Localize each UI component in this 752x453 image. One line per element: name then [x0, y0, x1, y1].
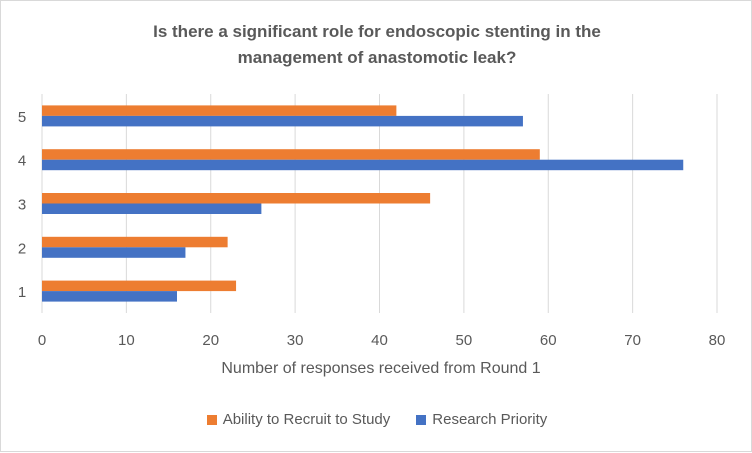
y-tick-label-3: 3	[18, 197, 26, 214]
bar-recruit-4	[42, 149, 540, 160]
legend-swatch-recruit	[206, 414, 217, 425]
x-tick-label-20: 20	[202, 332, 219, 349]
chart-title-line-2: management of anastomotic leak?	[237, 48, 517, 67]
legend-swatch-priority	[416, 414, 427, 425]
chart-title: Is there a significant role for endoscop…	[1, 19, 752, 71]
y-tick-label-1: 1	[18, 284, 26, 301]
x-tick-label-10: 10	[118, 332, 135, 349]
legend-item-recruit: Ability to Recruit to Study	[206, 411, 391, 428]
bar-priority-3	[42, 203, 262, 214]
x-tick-label-70: 70	[624, 332, 641, 349]
x-tick-label-40: 40	[371, 332, 388, 349]
y-tick-label-5: 5	[18, 109, 26, 126]
x-tick-label-0: 0	[38, 332, 46, 349]
legend: Ability to Recruit to Study Research Pri…	[1, 411, 752, 428]
chart-title-line-1: Is there a significant role for endoscop…	[153, 22, 601, 41]
x-tick-label-30: 30	[287, 332, 304, 349]
bar-priority-5	[42, 115, 523, 127]
bar-priority-4	[42, 159, 684, 171]
bar-recruit-1	[42, 280, 237, 292]
x-tick-label-50: 50	[456, 332, 473, 349]
x-axis-label: Number of responses received from Round …	[221, 360, 540, 377]
bar-priority-1	[42, 291, 177, 302]
y-tick-label-4: 4	[18, 153, 26, 170]
legend-label-recruit: Ability to Recruit to Study	[222, 411, 391, 428]
bar-priority-2	[42, 247, 186, 258]
bar-recruit-5	[42, 105, 397, 116]
bar-recruit-2	[42, 236, 228, 248]
x-tick-label-60: 60	[540, 332, 557, 349]
y-tick-label-2: 2	[18, 240, 26, 257]
x-tick-label-80: 80	[709, 332, 726, 349]
legend-label-priority: Research Priority	[432, 411, 548, 428]
legend-item-priority: Research Priority	[416, 411, 547, 428]
bar-recruit-3	[42, 193, 431, 204]
